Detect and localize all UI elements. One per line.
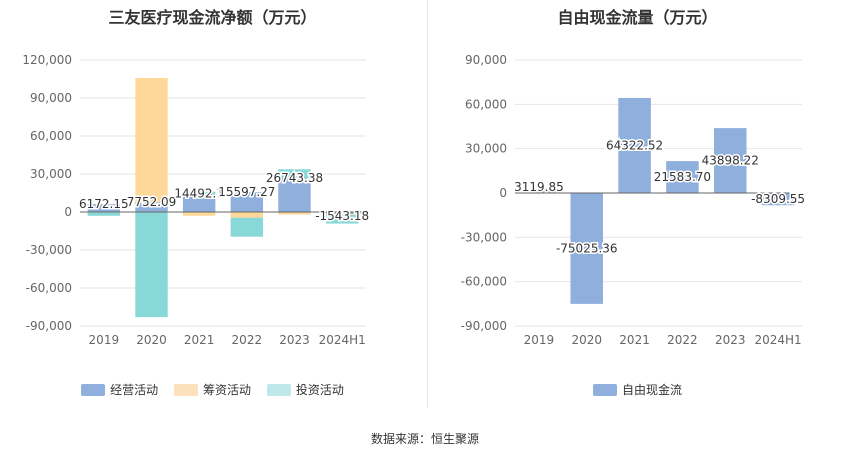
x-tick-label: 2023: [279, 333, 310, 347]
x-tick-label: 2020: [571, 333, 602, 347]
bar-2020-投资活动: [135, 212, 168, 318]
legend-swatch-investing: [266, 383, 291, 396]
data-label: 7752.09: [127, 195, 177, 209]
legend-swatch-operating: [81, 383, 106, 396]
bar-2020-经营活动: [135, 202, 168, 212]
left-chart-title: 三友医疗现金流净额（万元）: [108, 8, 317, 27]
data-label: 43898.22: [702, 154, 759, 168]
left-chart-panel: 三友医疗现金流净额（万元） 120,000 90,000 60,000 30,000 0…: [0, 0, 425, 410]
bar-2020-筹资活动: [135, 78, 168, 203]
bar-2021-自由现金流: [618, 97, 651, 193]
legend-item-financing[interactable]: 筹资活动: [173, 381, 251, 398]
bar-2023-投资活动: [278, 169, 311, 179]
panel-divider: [427, 0, 428, 408]
legend-item-free-cash-flow[interactable]: 自由现金流: [592, 381, 682, 398]
data-label: -1543.18: [315, 209, 369, 223]
y-tick-label: -30,000: [26, 243, 72, 257]
legend-swatch-financing: [173, 383, 198, 396]
right-chart-svg: 90,000 60,000 30,000 0 -30,000 -60,000 -90,000…: [461, 53, 807, 347]
x-tick-label: 2019: [89, 333, 120, 347]
y-tick-label: -30,000: [461, 230, 507, 244]
x-tick-label: 2024H1: [754, 333, 801, 347]
y-tick-label: 0: [64, 205, 72, 219]
data-label: 6172.15: [79, 197, 129, 211]
bar-2019-自由现金流: [522, 188, 556, 193]
data-source-note: 数据来源：恒生聚源: [370, 432, 479, 446]
bar-2021-投资活动: [182, 191, 216, 194]
bar-2022-筹资活动: [230, 212, 264, 218]
bar-2022-经营活动: [230, 192, 264, 212]
y-tick-label: 60,000: [30, 129, 72, 143]
legend-item-operating[interactable]: 经营活动: [81, 381, 158, 398]
data-label: 21583.70: [654, 170, 711, 184]
bar-2019-经营活动: [87, 204, 121, 212]
y-tick-label: 30,000: [465, 142, 507, 156]
legend-item-investing[interactable]: 投资活动: [266, 381, 344, 398]
legend-label-financing: 筹资活动: [202, 383, 251, 397]
bar-2022-投资活动: [230, 217, 264, 237]
data-label: 3119.85: [514, 180, 564, 194]
bar-2024H1-自由现金流: [761, 193, 795, 206]
y-tick-label: -90,000: [26, 319, 72, 333]
x-tick-label: 2022: [232, 333, 263, 347]
y-tick-label: 0: [499, 186, 507, 200]
x-tick-label: 2024H1: [319, 333, 366, 347]
right-chart-title: 自由现金流量（万元）: [557, 8, 718, 27]
x-tick-label: 2019: [524, 333, 555, 347]
bar-2020-自由现金流: [570, 193, 604, 304]
x-tick-label: 2020: [136, 333, 167, 347]
bar-2019-投资活动: [87, 212, 121, 216]
y-tick-label: -90,000: [461, 319, 507, 333]
legend-label-free-cash-flow: 自由现金流: [621, 383, 682, 397]
bar-2023-经营活动: [278, 178, 311, 212]
x-tick-label: 2022: [667, 333, 698, 347]
bar-2022-自由现金流: [666, 161, 699, 193]
bar-2024H1-投资活动: [325, 214, 359, 224]
legend-label-operating: 经营活动: [110, 383, 159, 397]
data-label: 14492.1: [174, 187, 224, 201]
bar-2021-筹资活动: [182, 212, 216, 216]
data-label: 15597.27: [218, 185, 275, 199]
left-chart-svg: 120,000 90,000 60,000 30,000 0 -30,000 -60,000…: [22, 53, 370, 347]
bar-2024H1-经营活动: [325, 212, 359, 214]
bar-2023-筹资活动: [278, 212, 311, 215]
y-tick-label: 90,000: [30, 91, 72, 105]
bar-2024H1-筹资活动: [325, 213, 359, 215]
data-label: -75025.36: [556, 241, 618, 255]
x-tick-label: 2021: [619, 333, 650, 347]
y-tick-label: -60,000: [26, 281, 72, 295]
data-label: 64322.52: [606, 138, 663, 152]
left-chart-legend: 经营活动 筹资活动 投资活动: [0, 381, 425, 399]
y-tick-label: 60,000: [465, 97, 507, 111]
right-chart-legend: 自由现金流: [425, 381, 850, 399]
bar-2023-自由现金流: [713, 128, 747, 193]
y-tick-label: 30,000: [30, 167, 72, 181]
x-tick-label: 2021: [184, 333, 215, 347]
y-tick-label: 90,000: [465, 53, 507, 67]
y-tick-label: 120,000: [22, 53, 72, 67]
y-tick-label: -60,000: [461, 275, 507, 289]
data-label: 26743.38: [266, 171, 323, 185]
legend-swatch-free-cash-flow: [592, 383, 617, 396]
legend-label-investing: 投资活动: [295, 383, 344, 397]
data-label: -8309.55: [751, 192, 805, 206]
x-tick-label: 2023: [715, 333, 746, 347]
right-chart-panel: 自由现金流量（万元） 90,000 60,000 30,000 0 -30,000 -60…: [425, 0, 850, 410]
bar-2021-经营活动: [182, 193, 216, 212]
